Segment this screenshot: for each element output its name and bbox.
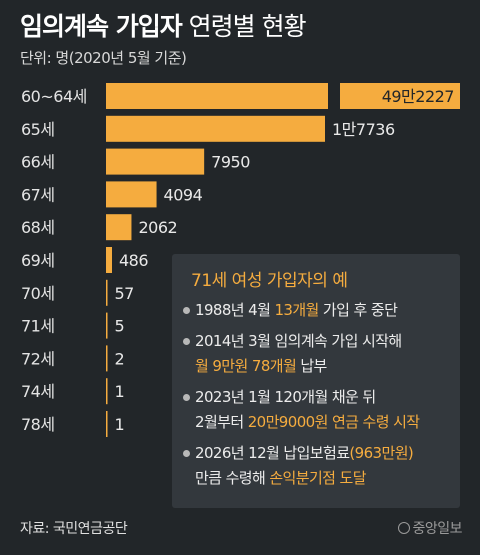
value-label: 1만7736 bbox=[332, 120, 395, 139]
info-line: 2023년 1월 120개월 채운 뒤 bbox=[195, 385, 458, 410]
source-label: 자료: 국민연금공단 bbox=[20, 521, 128, 537]
category-label: 60~64세 bbox=[21, 87, 87, 106]
category-label: 68세 bbox=[21, 218, 55, 237]
category-label: 65세 bbox=[21, 120, 55, 139]
info-text: 납부 bbox=[296, 357, 327, 375]
info-text: 2023년 1월 120개월 채운 뒤 bbox=[195, 388, 376, 406]
value-label: 7950 bbox=[211, 153, 250, 172]
info-item: 2023년 1월 120개월 채운 뒤 2월부터 20만9000원 연금 수령 시… bbox=[183, 385, 458, 435]
category-label: 69세 bbox=[21, 251, 55, 270]
highlight-text: (963만원) bbox=[349, 444, 414, 462]
info-text: 만큼 수령해 bbox=[195, 469, 270, 487]
bullet-icon bbox=[183, 450, 190, 457]
category-label: 70세 bbox=[21, 284, 55, 303]
value-label: 1 bbox=[115, 415, 125, 434]
bar bbox=[106, 411, 108, 437]
info-line: 1988년 4월 13개월 가입 후 중단 bbox=[195, 298, 458, 323]
info-line: 2014년 3월 임의계속 가입 시작해 bbox=[195, 329, 458, 354]
logo-text: 중앙일보 bbox=[412, 521, 462, 537]
category-label: 74세 bbox=[21, 382, 55, 401]
info-title: 71세 여성 가입자의 예 bbox=[191, 271, 348, 291]
publisher-logo: 중앙일보 bbox=[398, 518, 462, 538]
bar bbox=[106, 345, 108, 372]
info-text: 2026년 12월 납입보험료 bbox=[195, 444, 350, 462]
info-text: 가입 후 중단 bbox=[318, 301, 398, 319]
title-bold: 임의계속 가입자 bbox=[20, 12, 183, 41]
category-label: 78세 bbox=[21, 415, 55, 434]
value-label: 2 bbox=[115, 349, 125, 368]
bullet-icon bbox=[183, 307, 190, 314]
bar bbox=[106, 312, 108, 339]
logo-circle-icon bbox=[398, 522, 411, 534]
value-label: 57 bbox=[115, 284, 134, 303]
bullet-icon bbox=[183, 394, 190, 401]
value-label: 5 bbox=[115, 317, 125, 336]
info-box: 71세 여성 가입자의 예 1988년 4월 13개월 가입 후 중단 2014년… bbox=[172, 254, 460, 508]
category-label: 71세 bbox=[21, 317, 55, 336]
bar bbox=[106, 181, 157, 208]
bar-continuation bbox=[340, 83, 460, 109]
title-light: 연령별 현황 bbox=[188, 12, 307, 41]
highlight-text: 손익분기점 도달 bbox=[269, 469, 366, 487]
bar bbox=[106, 247, 113, 273]
category-label: 66세 bbox=[21, 153, 55, 172]
info-item: 2026년 12월 납입보험료(963만원) 만큼 수령해 손익분기점 도달 bbox=[183, 441, 458, 491]
value-label: 2062 bbox=[138, 218, 177, 237]
info-text: 2014년 3월 임의계속 가입 시작해 bbox=[195, 332, 402, 350]
info-item: 1988년 4월 13개월 가입 후 중단 bbox=[183, 298, 458, 323]
info-line: 월 9만원 78개월 납부 bbox=[195, 354, 458, 379]
info-line: 2026년 12월 납입보험료(963만원) bbox=[195, 441, 458, 466]
category-label: 67세 bbox=[21, 185, 55, 204]
info-text: 2월부터 bbox=[195, 413, 248, 431]
bar bbox=[106, 279, 108, 306]
bar bbox=[106, 214, 132, 241]
highlight-text: 13개월 bbox=[274, 301, 319, 319]
value-label: 4094 bbox=[164, 185, 203, 204]
bar bbox=[106, 148, 205, 175]
info-line: 2월부터 20만9000원 연금 수령 시작 bbox=[195, 410, 458, 435]
category-label: 72세 bbox=[21, 349, 55, 368]
value-label: 1 bbox=[115, 382, 125, 401]
bar bbox=[106, 115, 325, 142]
value-label: 486 bbox=[119, 251, 148, 270]
bullet-icon bbox=[183, 338, 190, 345]
value-label: 49만2227 bbox=[382, 87, 454, 106]
info-list: 1988년 4월 13개월 가입 후 중단 2014년 3월 임의계속 가입 시작… bbox=[183, 298, 458, 497]
bar bbox=[106, 83, 328, 109]
bar bbox=[106, 378, 108, 405]
highlight-text: 월 9만원 78개월 bbox=[195, 357, 297, 375]
highlight-text: 20만9000원 연금 수령 시작 bbox=[247, 413, 420, 431]
info-text: 1988년 4월 bbox=[195, 301, 275, 319]
info-line: 만큼 수령해 손익분기점 도달 bbox=[195, 466, 458, 491]
unit-label: 단위: 명(2020년 5월 기준) bbox=[20, 49, 187, 67]
chart-title: 임의계속 가입자 연령별 현황 bbox=[20, 10, 307, 44]
